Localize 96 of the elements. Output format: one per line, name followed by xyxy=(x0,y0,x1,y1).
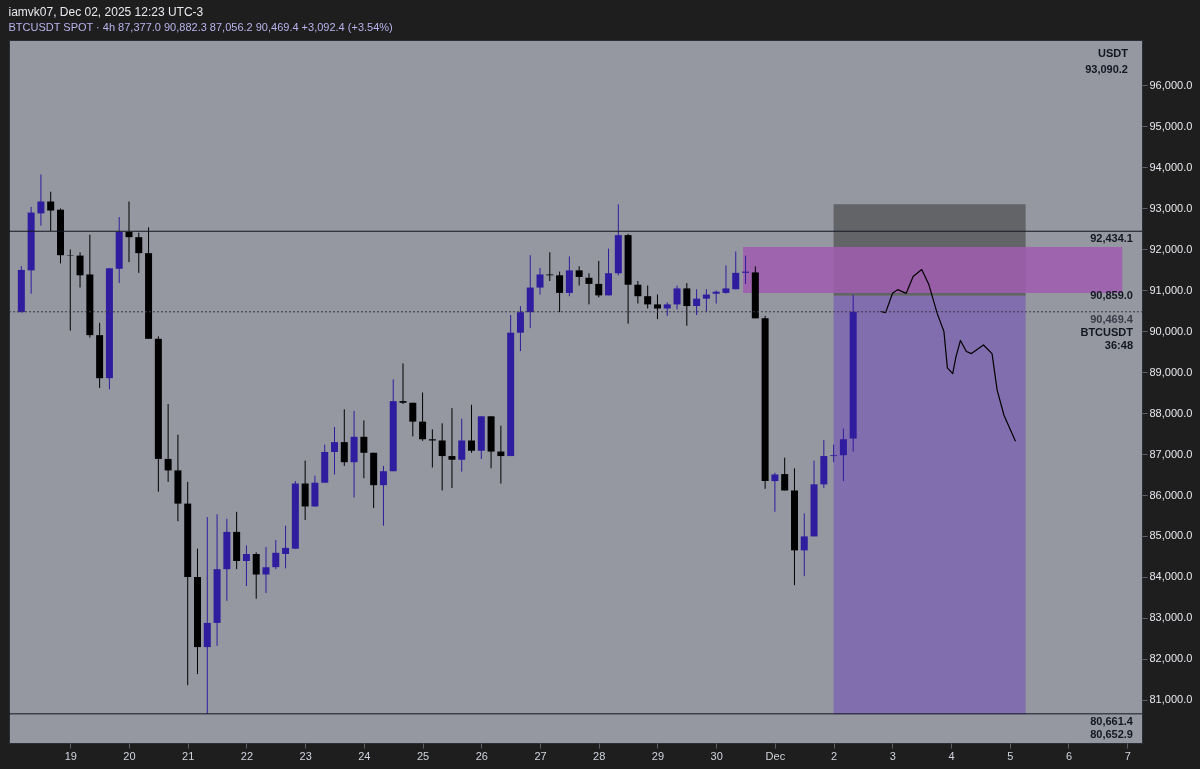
candlestick xyxy=(722,264,730,295)
candlestick xyxy=(781,457,789,491)
candlestick xyxy=(301,460,309,521)
y-tick-label: 90,000.0 xyxy=(1149,324,1193,337)
candlestick xyxy=(438,422,446,491)
candlestick xyxy=(47,191,55,232)
candlestick xyxy=(76,251,84,289)
candlestick xyxy=(575,265,583,287)
candlestick xyxy=(468,404,476,454)
chart-subtitle: BTCUSDT SPOT · 4h 87,377.0 90,882.3 87,056.2 90,469.4 +3,092.4 (+3.54%) xyxy=(8,21,393,33)
candlestick xyxy=(203,516,211,715)
candlestick xyxy=(546,251,554,282)
candlestick xyxy=(419,392,427,442)
candlestick xyxy=(379,465,387,527)
x-tick-label: 22 xyxy=(240,749,254,762)
chart-title: iamvk07, Dec 02, 2025 12:23 UTC-3 xyxy=(8,5,204,19)
x-tick-label: 20 xyxy=(123,749,136,762)
x-tick-label: 19 xyxy=(64,749,77,762)
candlestick xyxy=(644,285,652,309)
x-tick-label: 28 xyxy=(593,749,606,762)
y-tick-label: 82,000.0 xyxy=(1149,652,1193,665)
candlestick xyxy=(311,475,319,507)
candlestick xyxy=(800,512,808,577)
x-tick-label: 7 xyxy=(1124,749,1131,762)
ref-line-label: 92,434.1 xyxy=(1090,232,1133,245)
x-tick-label: 5 xyxy=(1007,749,1014,762)
candlestick xyxy=(458,418,466,473)
candlestick xyxy=(595,260,603,298)
y-tick-label: 87,000.0 xyxy=(1149,447,1193,460)
candlestick xyxy=(66,248,74,332)
annotation: 36:48 xyxy=(1104,338,1133,351)
y-tick-label: 92,000.0 xyxy=(1149,242,1193,255)
candlestick xyxy=(673,285,681,310)
candlestick xyxy=(135,232,143,274)
ref-line-label: 80,661.4 xyxy=(1090,714,1134,727)
x-tick-label: 24 xyxy=(358,749,371,762)
candlestick xyxy=(653,294,661,320)
x-tick-label: 27 xyxy=(534,749,547,762)
y-tick-label: 96,000.0 xyxy=(1149,78,1193,91)
y-tick-label: 93,000.0 xyxy=(1149,201,1193,214)
candlestick xyxy=(360,419,368,479)
annotation: BTCUSDT xyxy=(1080,325,1134,338)
x-tick-label: 29 xyxy=(651,749,665,762)
x-tick-label: Dec xyxy=(765,749,786,762)
line-series xyxy=(879,268,1017,442)
candlestick xyxy=(282,525,290,569)
candlestick xyxy=(771,472,779,513)
candlestick xyxy=(712,289,720,305)
y-tick-label: 95,000.0 xyxy=(1149,119,1193,132)
candlestick xyxy=(272,539,280,570)
candlestick xyxy=(693,288,701,316)
candlestick xyxy=(516,305,524,352)
x-tick-label: 2 xyxy=(831,749,838,762)
candlestick xyxy=(409,402,417,437)
x-tick-label: 25 xyxy=(416,749,430,762)
candlestick xyxy=(37,173,45,227)
y-tick-label: 94,000.0 xyxy=(1149,160,1193,173)
candlestick xyxy=(242,544,250,587)
candlestick xyxy=(252,551,260,600)
candlestick xyxy=(340,408,348,467)
ref-line-label: 90,469.4 xyxy=(1090,312,1134,325)
x-tick-label: 30 xyxy=(710,749,723,762)
annotation: 90,859.0 xyxy=(1090,288,1133,301)
y-tick-label: 86,000.0 xyxy=(1149,488,1193,501)
x-tick-label: 21 xyxy=(182,749,195,762)
annotation: 93,090.2 xyxy=(1085,63,1128,75)
candlestick xyxy=(399,362,407,405)
candlestick xyxy=(536,267,544,296)
x-tick-label: 6 xyxy=(1065,749,1073,762)
y-tick-label: 84,000.0 xyxy=(1149,570,1193,583)
x-tick-label: 3 xyxy=(889,749,896,762)
candlestick xyxy=(585,272,593,305)
x-tick-label: 4 xyxy=(948,749,955,762)
candlestick xyxy=(683,282,691,327)
y-tick-label: 81,000.0 xyxy=(1149,693,1193,706)
y-tick-label: 85,000.0 xyxy=(1149,529,1193,542)
candlestick xyxy=(125,201,133,263)
candlestick xyxy=(839,428,847,482)
candlestick xyxy=(634,280,642,305)
candlestick xyxy=(164,403,172,483)
y-tick-label: 89,000.0 xyxy=(1149,365,1193,378)
annotation: USDT xyxy=(1098,47,1129,59)
candlestick xyxy=(732,251,740,290)
candlestick xyxy=(556,271,564,313)
y-tick-label: 83,000.0 xyxy=(1149,611,1193,624)
y-tick-label: 91,000.0 xyxy=(1149,283,1193,296)
candlestick xyxy=(448,407,456,489)
candlestick xyxy=(605,248,613,296)
candlestick xyxy=(262,546,270,594)
x-tick-label: 23 xyxy=(299,749,312,762)
x-tick-label: 26 xyxy=(475,749,488,762)
candlestick xyxy=(565,255,573,297)
candlestick xyxy=(331,426,339,476)
annotation: 80,652.9 xyxy=(1090,728,1133,741)
y-tick-label: 88,000.0 xyxy=(1149,406,1193,419)
candlestick xyxy=(702,288,710,313)
